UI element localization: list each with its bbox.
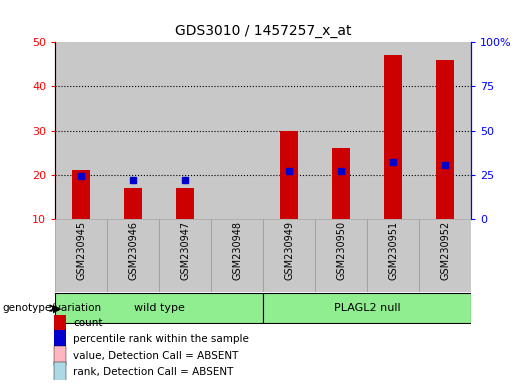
Text: GSM230947: GSM230947 <box>180 221 190 280</box>
Bar <box>419 42 471 219</box>
Bar <box>107 42 159 219</box>
Bar <box>159 219 211 292</box>
Text: GSM230952: GSM230952 <box>440 221 450 280</box>
Title: GDS3010 / 1457257_x_at: GDS3010 / 1457257_x_at <box>175 25 351 38</box>
Bar <box>315 219 367 292</box>
Text: GSM230945: GSM230945 <box>76 221 86 280</box>
Bar <box>263 293 471 323</box>
Text: percentile rank within the sample: percentile rank within the sample <box>73 334 249 344</box>
Bar <box>124 188 142 219</box>
Bar <box>211 42 263 219</box>
Bar <box>263 42 315 219</box>
Bar <box>263 219 315 292</box>
Text: GSM230949: GSM230949 <box>284 221 294 280</box>
Bar <box>54 362 66 382</box>
Text: wild type: wild type <box>134 303 184 313</box>
Bar <box>332 148 350 219</box>
Bar <box>55 293 263 323</box>
Bar <box>54 329 66 349</box>
Bar <box>367 42 419 219</box>
Bar <box>280 131 298 219</box>
Bar <box>419 219 471 292</box>
Bar <box>55 219 107 292</box>
Text: count: count <box>73 318 102 328</box>
Text: rank, Detection Call = ABSENT: rank, Detection Call = ABSENT <box>73 367 233 377</box>
Text: GSM230951: GSM230951 <box>388 221 398 280</box>
Text: genotype/variation: genotype/variation <box>3 303 101 313</box>
Text: value, Detection Call = ABSENT: value, Detection Call = ABSENT <box>73 351 238 361</box>
Text: PLAGL2 null: PLAGL2 null <box>334 303 401 313</box>
Bar <box>159 42 211 219</box>
Text: ▶: ▶ <box>53 303 61 313</box>
Text: GSM230946: GSM230946 <box>128 221 138 280</box>
Bar <box>72 170 90 219</box>
Bar <box>107 219 159 292</box>
Bar <box>315 42 367 219</box>
Bar <box>384 56 402 219</box>
Bar <box>436 60 454 219</box>
Bar <box>367 219 419 292</box>
Bar <box>54 313 66 333</box>
Text: GSM230948: GSM230948 <box>232 221 242 280</box>
Bar <box>211 219 263 292</box>
Bar <box>54 346 66 366</box>
Bar <box>176 188 194 219</box>
Bar <box>55 42 107 219</box>
Text: GSM230950: GSM230950 <box>336 221 346 280</box>
